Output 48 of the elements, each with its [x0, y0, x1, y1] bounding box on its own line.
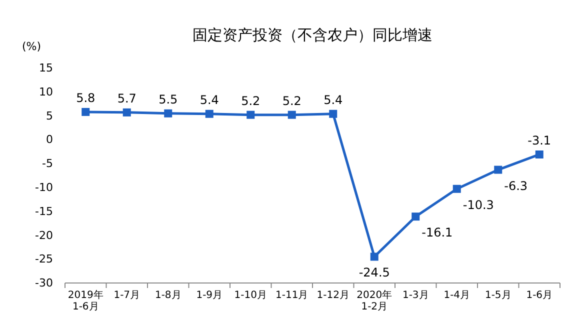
y-tick-label: -5	[42, 157, 53, 170]
data-label: 5.8	[76, 90, 96, 105]
y-tick-label: -10	[35, 180, 53, 194]
x-tick-label: 1-4月	[444, 290, 470, 302]
point	[164, 109, 172, 118]
data-label: -6.3	[504, 178, 528, 193]
point	[370, 252, 378, 261]
data-label: 5.2	[241, 94, 260, 108]
chart-title: 固定资产投资（不含农户）同比增速	[192, 26, 432, 44]
x-tick-label: 1-10月	[234, 290, 267, 302]
point	[494, 166, 502, 174]
point	[82, 108, 90, 116]
y-tick-label: -30	[35, 276, 53, 290]
x-tick-label: 1-12月	[316, 290, 350, 302]
point	[535, 150, 544, 158]
point	[288, 110, 296, 119]
point	[329, 110, 338, 118]
data-label: -16.1	[422, 226, 453, 240]
data-label: -24.5	[358, 266, 390, 280]
y-tick-label: -15	[35, 204, 53, 218]
x-tick-label: 2020年 1-2月	[356, 289, 392, 313]
x-tick-label: 2019年 1-6月	[68, 289, 104, 313]
point	[205, 110, 214, 118]
x-tick-label: 1-3月	[402, 290, 429, 302]
x-tick-label: 1-5月	[484, 290, 512, 302]
x-tick-label: 1-7月	[114, 290, 140, 302]
point	[246, 110, 255, 119]
y-tick-label: -20	[35, 228, 53, 242]
point	[122, 108, 131, 116]
data-label: 5.4	[324, 92, 343, 107]
data-label: -10.3	[462, 198, 494, 212]
y-tick-label: 5	[46, 109, 53, 122]
x-tick-label: 1-11月	[276, 290, 308, 302]
y-tick-label: 0	[46, 133, 53, 146]
y-axis-title: (%)	[22, 40, 42, 53]
point	[452, 184, 461, 193]
data-label: -3.1	[528, 133, 552, 148]
y-tick-label: 15	[39, 62, 53, 75]
y-tick-label: -25	[35, 252, 53, 266]
x-tick-label: 1-8月	[154, 290, 182, 302]
x-tick-label: 1-6月	[526, 290, 553, 302]
point	[412, 212, 420, 221]
data-label: 5.2	[282, 94, 302, 108]
data-label: 5.5	[158, 92, 178, 106]
y-tick-label: 10	[39, 85, 53, 98]
data-label: 5.4	[200, 92, 219, 107]
x-tick-label: 1-9月	[196, 290, 223, 302]
data-label: 5.7	[117, 91, 136, 106]
